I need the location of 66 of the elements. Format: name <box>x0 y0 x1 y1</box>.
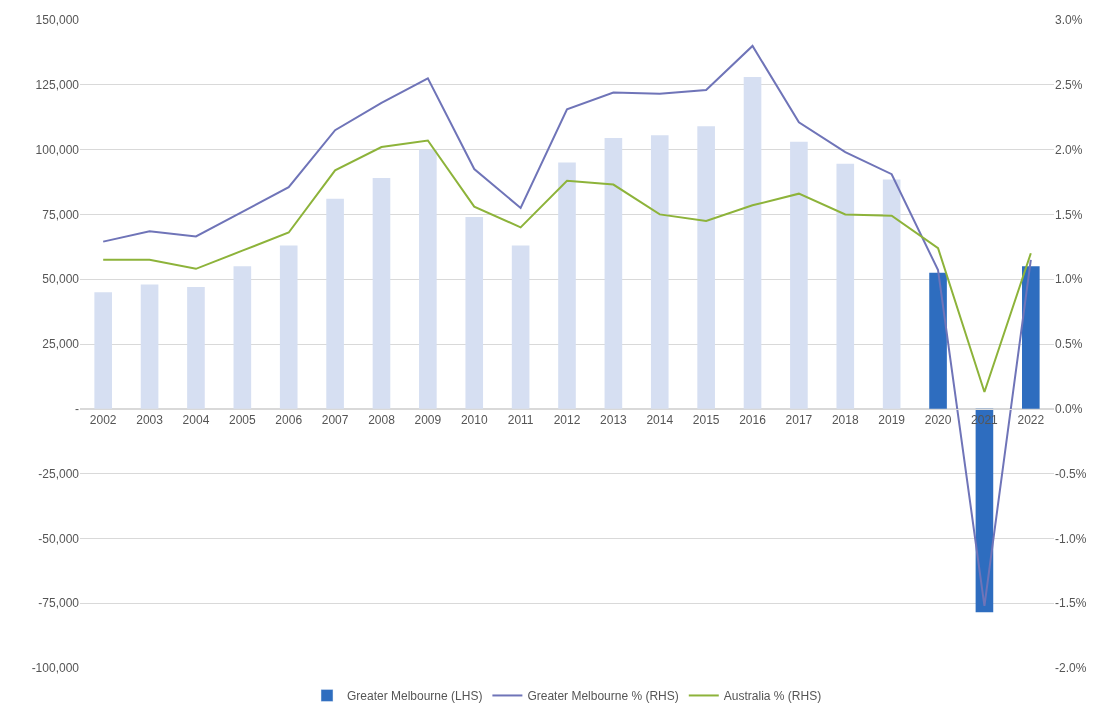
y-tick-label: 50,000 <box>42 272 80 287</box>
x-tick-label: 2008 <box>368 413 396 428</box>
x-tick-label: 2022 <box>1017 413 1045 428</box>
x-tick-label: 2003 <box>136 413 164 428</box>
x-tick-label: 2012 <box>553 413 581 428</box>
x-tick-label: 2007 <box>321 413 349 428</box>
bar <box>836 163 855 409</box>
y-tick-label: -100,000 <box>31 661 80 676</box>
y-tick-label: -50,000 <box>38 531 80 546</box>
x-tick-label: 2019 <box>878 413 906 428</box>
legend-label: Australia % (RHS) <box>723 689 822 704</box>
bar <box>790 141 808 409</box>
x-tick-label: 2002 <box>89 413 117 428</box>
y2-tick-label: 2.5% <box>1055 78 1083 92</box>
bar <box>187 286 205 409</box>
bar <box>465 216 484 409</box>
x-tick-label: 2020 <box>924 413 952 428</box>
x-tick-label: 2018 <box>831 413 859 428</box>
y2-tick-label: -1.5% <box>1055 596 1087 611</box>
y2-tick-label: 1.0% <box>1055 272 1083 287</box>
bar <box>882 179 901 409</box>
bar <box>929 272 947 409</box>
bar <box>279 245 298 409</box>
x-tick-label: 2010 <box>460 413 488 428</box>
y2-tick-label: 1.5% <box>1055 207 1083 222</box>
x-tick-label: 2015 <box>692 413 720 428</box>
y2-tick-label: 3.0% <box>1055 13 1083 28</box>
y-tick-label: 75,000 <box>42 207 80 222</box>
bar <box>604 137 623 409</box>
y-tick-label: - <box>75 402 79 416</box>
y2-tick-label: -1.0% <box>1055 531 1087 546</box>
y-tick-label: 100,000 <box>35 142 80 157</box>
x-tick-label: 2006 <box>275 413 303 428</box>
x-tick-label: 2014 <box>646 413 674 428</box>
x-tick-label: 2005 <box>228 413 256 428</box>
legend-label: Greater Melbourne (LHS) <box>347 689 483 704</box>
legend-label: Greater Melbourne % (RHS) <box>527 689 679 704</box>
x-tick-label: 2017 <box>785 413 813 428</box>
bar <box>511 245 530 409</box>
bar <box>326 198 344 409</box>
y-tick-label: 25,000 <box>42 337 80 352</box>
x-tick-label: 2011 <box>507 413 534 428</box>
y2-tick-label: -0.5% <box>1055 466 1087 481</box>
y2-tick-label: -2.0% <box>1055 661 1087 676</box>
bar <box>233 266 252 409</box>
y2-tick-label: 0.5% <box>1055 337 1083 352</box>
y2-tick-label: 2.0% <box>1055 142 1083 157</box>
bar <box>558 162 576 409</box>
bar <box>140 284 159 409</box>
bar <box>372 178 391 409</box>
y-tick-label: -75,000 <box>38 596 80 611</box>
x-tick-label: 2004 <box>182 413 210 428</box>
y-tick-label: 125,000 <box>35 78 80 92</box>
x-tick-label: 2013 <box>600 413 628 428</box>
bar <box>94 292 112 409</box>
bar <box>743 77 762 409</box>
bar <box>650 135 669 409</box>
line-series <box>102 139 1032 393</box>
bar <box>697 126 715 409</box>
y-tick-label: 150,000 <box>35 13 80 28</box>
x-tick-label: 2016 <box>739 413 767 428</box>
x-tick-label: 2009 <box>414 413 442 428</box>
y-tick-label: -25,000 <box>38 466 80 481</box>
y2-tick-label: 0.0% <box>1055 402 1083 416</box>
bar <box>1022 266 1040 409</box>
bar <box>419 149 437 409</box>
